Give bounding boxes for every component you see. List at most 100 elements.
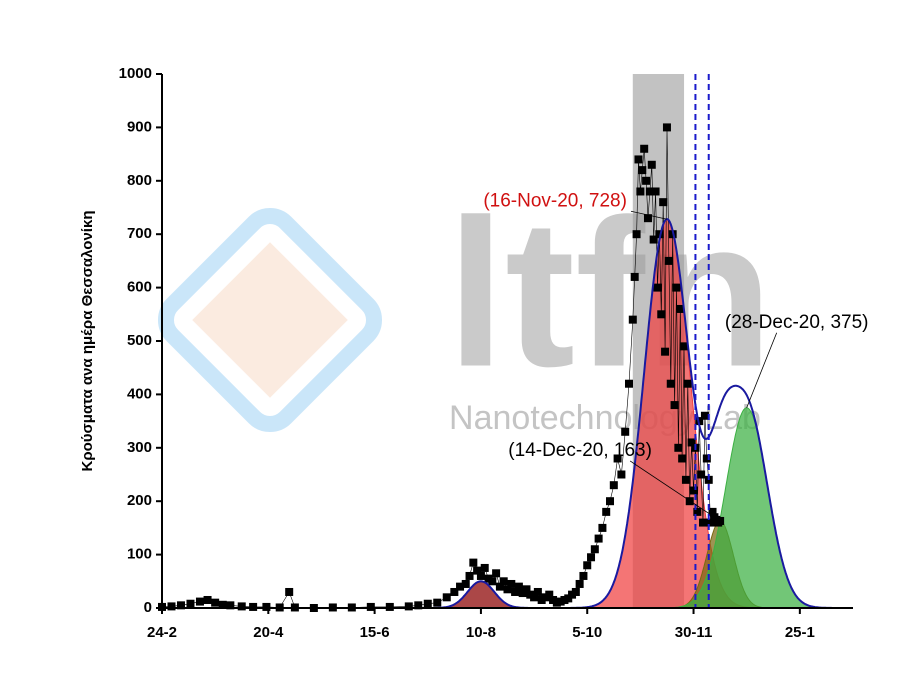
data-point [533,587,542,596]
y-axis-label: Κρούσματα ανα ημέρα Θεσσαλονίκη [79,211,96,472]
data-point [450,587,459,596]
x-tick-label: 25-1 [785,624,815,641]
y-tick-label: 800 [127,172,152,189]
data-point [476,571,485,580]
y-tick-label: 900 [127,118,152,135]
data-point [624,379,633,388]
y-tick-label: 100 [127,546,152,563]
data-point [249,602,258,611]
data-point [606,497,615,506]
data-point [638,166,647,175]
data-point [653,283,662,292]
y-tick-label: 400 [127,385,152,402]
data-point [687,438,696,447]
data-point [666,379,675,388]
data-point [514,582,523,591]
x-tick-label: 10-8 [466,624,496,641]
data-point [613,454,622,463]
data-point [699,518,708,527]
data-point [587,553,596,562]
data-point [678,454,687,463]
data-point [683,379,692,388]
data-point [186,599,195,608]
data-point [661,347,670,356]
data-point [602,507,611,516]
data-point [645,187,654,196]
data-point [689,486,698,495]
data-line [161,127,721,609]
watermark-icon [157,207,383,433]
data-point [651,187,660,196]
y-tick-label: 500 [127,332,152,349]
data-point [530,593,539,602]
data-point [285,587,294,596]
data-point [630,272,639,281]
annotation-label: (16-Nov-20, 728) [483,190,627,211]
data-point [594,534,603,543]
data-point [211,598,220,607]
data-point [621,427,630,436]
watermark-logo: ltfn [447,175,773,410]
x-tick-label: 15-6 [360,624,390,641]
data-point [643,214,652,223]
data-point [575,579,584,588]
data-point [480,563,489,572]
data-point [226,601,235,610]
data-point [473,566,482,575]
data-point [511,587,520,596]
y-tick-label: 0 [144,599,152,616]
annotation-label: (28-Dec-20, 375) [725,312,869,333]
data-point [655,230,664,239]
data-point [598,523,607,532]
data-point [649,235,658,244]
data-point [681,475,690,484]
data-point [218,600,227,609]
data-point [664,256,673,265]
data-point [634,155,643,164]
annotation-leader [746,332,778,408]
y-tick-label: 200 [127,492,152,509]
data-point [499,577,508,586]
data-point [571,587,580,596]
data-point [195,597,204,606]
data-point [636,187,645,196]
data-point [672,283,681,292]
watermark-fill [192,242,348,398]
y-tick-label: 600 [127,279,152,296]
data-point [423,599,432,608]
data-point [469,558,478,567]
data-point [488,577,497,586]
data-point [676,304,685,313]
data-point [262,602,271,611]
data-point [685,497,694,506]
data-point [495,582,504,591]
y-tick-label: 1000 [119,65,152,82]
data-point [657,310,666,319]
data-point [583,561,592,570]
data-point [433,598,442,607]
data-point [662,123,671,132]
data-point [167,602,176,611]
annotation-leader [630,210,668,220]
data-point [632,230,641,239]
annotation-label: (14-Dec-20, 163) [508,440,652,461]
x-tick-label: 5-10 [572,624,602,641]
data-point [693,507,702,516]
data-point [617,470,626,479]
data-point [465,571,474,580]
data-point [708,507,717,516]
data-point [609,481,618,490]
x-tick-label: 30-11 [675,624,713,641]
watermark-diamond [157,207,383,433]
x-tick-label: 24-2 [147,624,177,641]
data-point [700,411,709,420]
data-point [579,571,588,580]
data-point [642,176,651,185]
data-point [522,585,531,594]
data-point [640,144,649,153]
data-point [647,160,656,169]
data-point [545,590,554,599]
data-point [503,585,512,594]
data-point [680,342,689,351]
